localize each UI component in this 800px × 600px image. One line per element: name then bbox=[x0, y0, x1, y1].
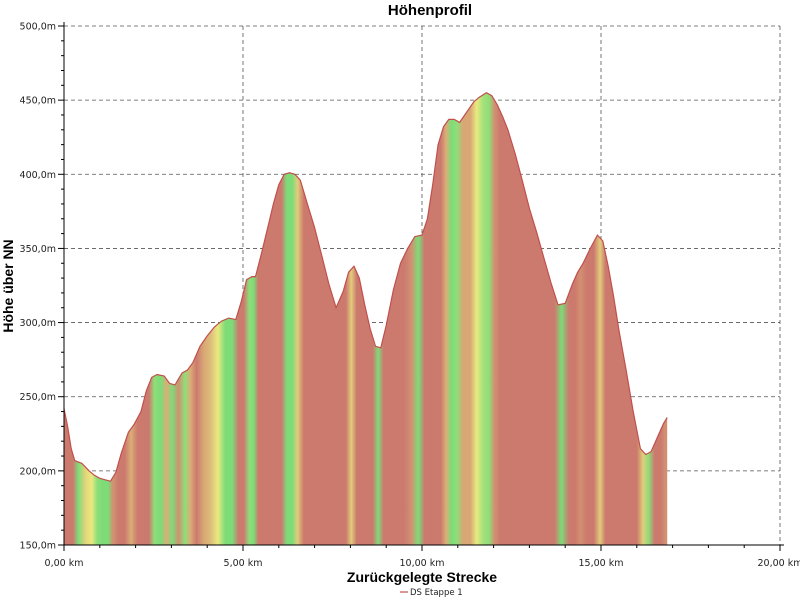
y-tick-labels: 150,0m 200,0m 250,0m 300,0m 350,0m 400,0m 450,… bbox=[20, 22, 56, 552]
y-tick-label: 500,0m bbox=[20, 22, 56, 33]
x-tick-labels: 0,00 km 5,00 km 10,00 km 15,00 km 20,00 km bbox=[45, 558, 800, 569]
x-tick-label: 20,00 km bbox=[758, 558, 800, 569]
chart-title: Höhenprofil bbox=[388, 2, 472, 19]
elevation-line bbox=[63, 92, 668, 482]
y-tick-label: 400,0m bbox=[20, 170, 56, 181]
x-tick-label: 0,00 km bbox=[45, 558, 84, 569]
legend: DS Etappe 1 bbox=[400, 588, 463, 598]
y-tick-label: 300,0m bbox=[20, 318, 56, 329]
y-tick-label: 450,0m bbox=[20, 96, 56, 107]
legend-label: DS Etappe 1 bbox=[410, 588, 463, 598]
y-tick-label: 250,0m bbox=[20, 392, 56, 403]
y-tick-label: 150,0m bbox=[20, 541, 56, 552]
x-tick-label: 15,00 km bbox=[579, 558, 624, 569]
y-tick-label: 350,0m bbox=[20, 244, 56, 255]
y-axis-title: Höhe über NN bbox=[0, 239, 16, 332]
elevation-area bbox=[63, 92, 668, 545]
axes bbox=[58, 22, 784, 551]
y-tick-label: 200,0m bbox=[20, 466, 56, 477]
x-axis-title: Zurückgelegte Strecke bbox=[347, 569, 497, 585]
x-tick-label: 5,00 km bbox=[224, 558, 263, 569]
x-tick-label: 10,00 km bbox=[400, 558, 445, 569]
elevation-fill bbox=[64, 92, 668, 545]
